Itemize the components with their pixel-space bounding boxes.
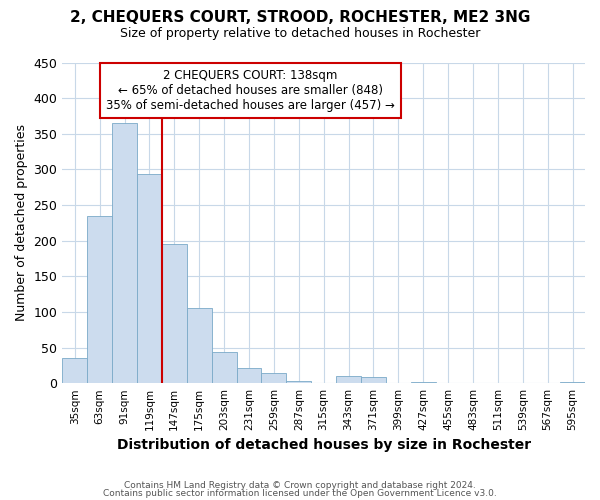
Bar xyxy=(62,358,87,383)
Bar xyxy=(112,123,137,383)
X-axis label: Distribution of detached houses by size in Rochester: Distribution of detached houses by size … xyxy=(116,438,531,452)
Y-axis label: Number of detached properties: Number of detached properties xyxy=(15,124,28,322)
Bar xyxy=(137,174,162,383)
Bar xyxy=(187,308,212,383)
Text: Size of property relative to detached houses in Rochester: Size of property relative to detached ho… xyxy=(120,28,480,40)
Bar xyxy=(162,244,187,383)
Text: Contains public sector information licensed under the Open Government Licence v3: Contains public sector information licen… xyxy=(103,488,497,498)
Bar xyxy=(411,382,436,383)
Bar xyxy=(262,373,286,383)
Text: Contains HM Land Registry data © Crown copyright and database right 2024.: Contains HM Land Registry data © Crown c… xyxy=(124,481,476,490)
Bar xyxy=(560,382,585,383)
Bar xyxy=(336,376,361,383)
Bar xyxy=(361,377,386,383)
Bar xyxy=(236,368,262,383)
Text: 2, CHEQUERS COURT, STROOD, ROCHESTER, ME2 3NG: 2, CHEQUERS COURT, STROOD, ROCHESTER, ME… xyxy=(70,10,530,25)
Bar xyxy=(212,352,236,383)
Bar xyxy=(286,381,311,383)
Bar xyxy=(87,216,112,383)
Text: 2 CHEQUERS COURT: 138sqm
← 65% of detached houses are smaller (848)
35% of semi-: 2 CHEQUERS COURT: 138sqm ← 65% of detach… xyxy=(106,69,395,112)
